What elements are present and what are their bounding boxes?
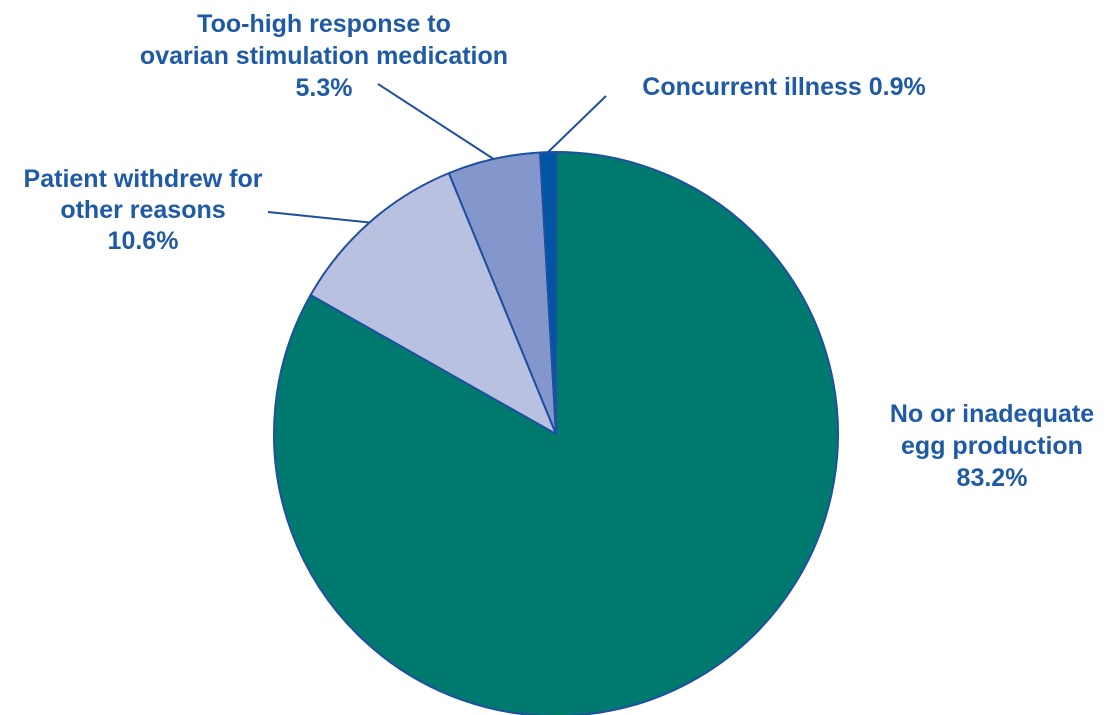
label-line: No or inadequate — [890, 400, 1094, 428]
label-concurrent-illness: Concurrent illness 0.9% — [642, 73, 925, 101]
slice-labels: No or inadequate egg production 83.2% Patie… — [24, 10, 1095, 492]
slice-concurrent-illness — [539, 150, 557, 435]
label-line: 10.6% — [108, 227, 179, 255]
label-line: 5.3% — [296, 74, 353, 102]
leader-line — [267, 211, 370, 224]
label-line: 83.2% — [957, 464, 1028, 492]
label-line: ovarian stimulation medication — [140, 42, 508, 70]
leader-line — [377, 83, 495, 160]
label-patient-withdrew: Patient withdrew for other reasons 10.6% — [24, 165, 263, 255]
pie-slices — [273, 150, 839, 715]
leader-lines — [267, 83, 607, 224]
label-no-egg-production: No or inadequate egg production 83.2% — [890, 400, 1094, 492]
label-line: Too-high response to — [197, 10, 451, 38]
slice-patient-withdrew — [309, 172, 557, 435]
label-too-high-response: Too-high response to ovarian stimulation … — [140, 10, 508, 102]
label-line: Patient withdrew for — [24, 165, 263, 193]
label-line: egg production — [901, 432, 1083, 460]
label-line: other reasons — [60, 196, 225, 224]
label-line: Concurrent illness 0.9% — [642, 73, 925, 101]
leader-line — [547, 95, 607, 153]
